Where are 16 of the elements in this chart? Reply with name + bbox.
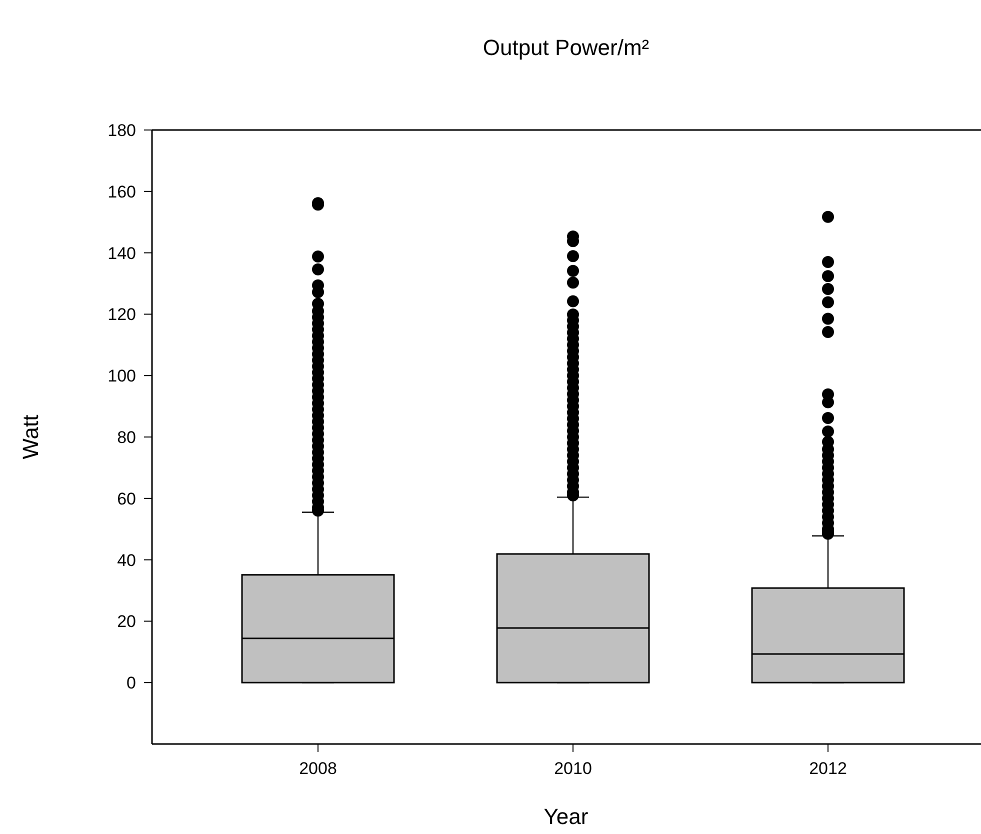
y-tick-label: 140 [108, 244, 136, 263]
x-tick-label: 2008 [299, 759, 337, 778]
y-tick-label: 40 [117, 550, 136, 570]
y-tick-label: 80 [117, 428, 136, 447]
y-tick-label: 180 [108, 120, 136, 140]
y-tick-label: 60 [117, 489, 136, 508]
y-tick-label: 100 [108, 366, 136, 386]
y-axis-title: Watt [18, 414, 43, 460]
y-tick-label: 0 [126, 674, 136, 693]
x-axis-title: Year [544, 804, 588, 829]
chart-title: Output Power/m² [482, 35, 650, 60]
x-tick-label: 2012 [809, 759, 847, 778]
y-tick-label: 20 [117, 612, 136, 632]
x-tick-label: 2010 [554, 759, 592, 778]
y-tick-label: 160 [108, 182, 136, 202]
y-tick-label: 120 [108, 305, 136, 324]
